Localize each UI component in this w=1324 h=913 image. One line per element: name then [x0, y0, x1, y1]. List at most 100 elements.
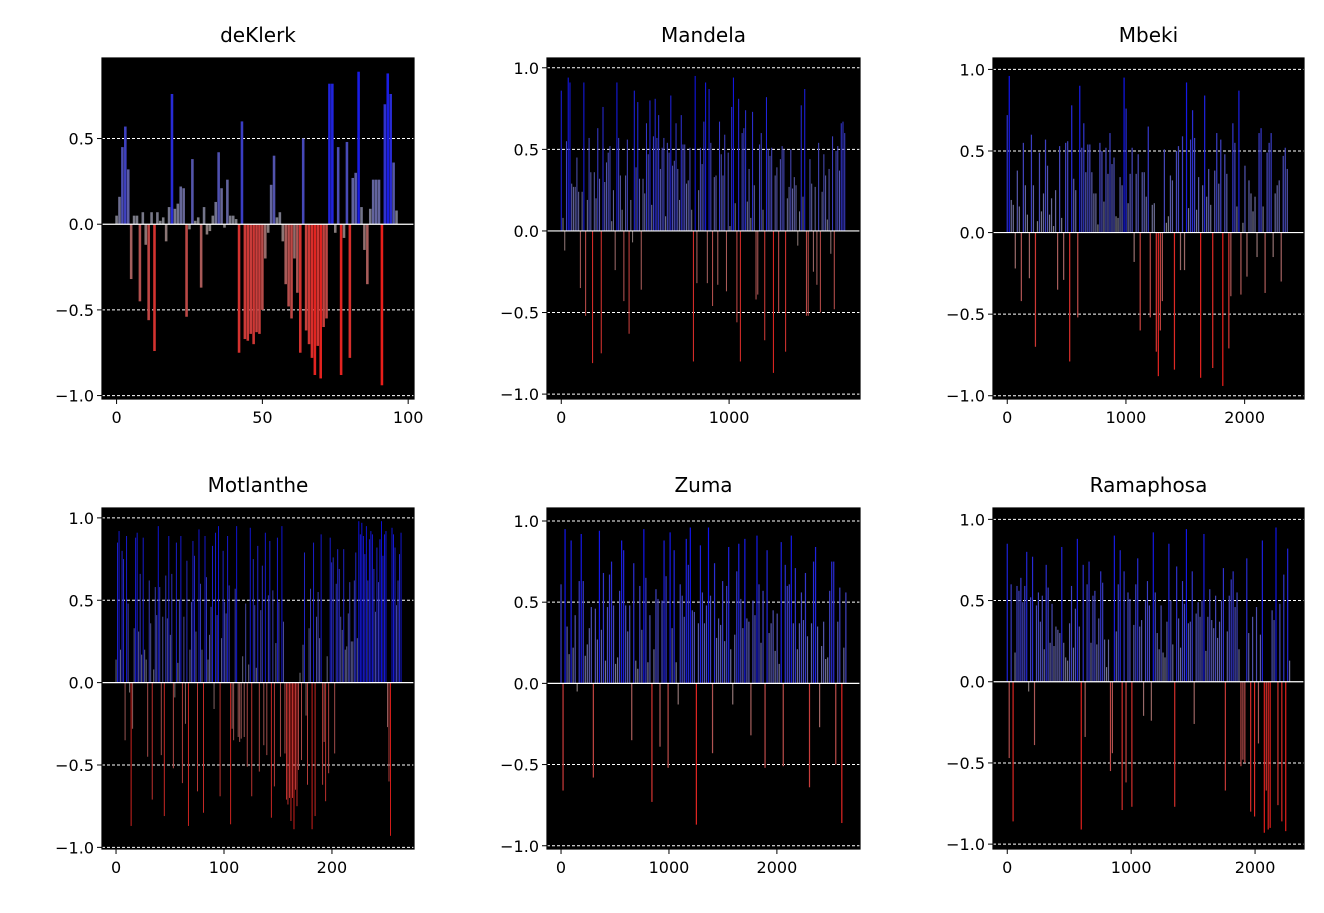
bar — [246, 682, 248, 767]
bar — [833, 561, 835, 684]
bar — [165, 575, 167, 683]
bar — [194, 220, 197, 225]
bar — [670, 95, 672, 231]
bar — [1202, 185, 1204, 233]
x-tick-label: 2000 — [757, 858, 798, 877]
bar — [627, 631, 629, 684]
x-tick-label: 1000 — [649, 858, 690, 877]
bar — [1030, 134, 1033, 233]
bar — [1111, 681, 1113, 754]
bar — [1271, 610, 1273, 682]
bar — [1083, 123, 1085, 233]
bar — [776, 167, 778, 231]
bar — [1240, 232, 1242, 295]
bar — [160, 682, 162, 756]
bar — [293, 682, 295, 830]
bar — [715, 175, 717, 231]
bar — [786, 198, 788, 231]
bar — [609, 146, 611, 231]
bar — [1139, 626, 1141, 682]
bar — [833, 230, 835, 310]
bar — [129, 682, 131, 693]
bar — [377, 582, 379, 683]
bar — [275, 217, 279, 225]
bar — [600, 230, 602, 354]
bar — [337, 549, 339, 683]
bar — [1096, 644, 1098, 682]
bar — [640, 230, 642, 290]
bar — [199, 224, 203, 288]
bar — [376, 547, 378, 683]
bar — [659, 168, 661, 231]
bar — [1057, 629, 1059, 682]
bar — [641, 629, 643, 684]
bar — [744, 538, 746, 684]
bar — [368, 208, 372, 225]
bar — [1162, 652, 1164, 682]
bar — [264, 532, 266, 683]
bar — [818, 683, 821, 728]
bar — [1131, 681, 1133, 807]
bar — [307, 682, 309, 785]
bar — [610, 561, 613, 684]
bar — [625, 175, 627, 231]
bar — [637, 668, 639, 684]
bar — [804, 89, 806, 231]
bar — [778, 230, 780, 313]
bar — [571, 183, 573, 231]
bar — [642, 178, 644, 231]
bar — [818, 142, 820, 231]
bar — [310, 224, 314, 358]
bar — [386, 73, 390, 225]
bar — [766, 550, 768, 684]
bar — [144, 224, 148, 245]
bar — [715, 637, 718, 684]
bar — [643, 529, 645, 684]
bar — [1081, 147, 1083, 233]
bar — [1086, 584, 1088, 682]
subplot-mandela: Mandela 1.0 0.5 0.0 −0.5 −1.0 0 1000 — [500, 23, 861, 427]
y-tick-label: 1.0 — [514, 512, 539, 531]
bar — [1020, 577, 1022, 682]
bar — [784, 564, 786, 684]
bar — [663, 540, 665, 684]
bar — [1097, 224, 1099, 233]
bar — [1259, 634, 1262, 682]
bar — [226, 179, 229, 225]
bar — [844, 133, 846, 231]
y-tick-label: 0.0 — [960, 673, 985, 692]
x-tick-label: 1000 — [709, 408, 750, 427]
bar — [584, 655, 586, 684]
bar — [282, 621, 284, 683]
bar — [1014, 652, 1016, 682]
bar — [1232, 123, 1234, 233]
bar — [124, 126, 127, 225]
bar — [117, 542, 118, 683]
bar — [809, 159, 811, 231]
bar — [562, 217, 564, 231]
bar — [783, 149, 785, 231]
bar — [1226, 631, 1228, 682]
bar — [287, 224, 290, 307]
bar — [138, 224, 142, 302]
bar — [1244, 681, 1246, 763]
bar — [656, 137, 658, 231]
bar — [581, 191, 583, 231]
bar — [1059, 633, 1061, 682]
bar — [696, 230, 698, 284]
bar — [360, 207, 363, 225]
bar — [355, 552, 357, 683]
bar — [269, 184, 273, 225]
bar — [371, 534, 373, 683]
bar — [746, 201, 748, 231]
bar — [574, 186, 576, 231]
bar — [396, 605, 397, 683]
bar — [126, 536, 128, 683]
bar — [304, 552, 305, 683]
bar — [1198, 177, 1200, 233]
bar — [590, 607, 592, 684]
bar — [272, 590, 274, 683]
bar — [164, 224, 168, 242]
bar — [633, 90, 635, 231]
bar — [612, 190, 614, 231]
